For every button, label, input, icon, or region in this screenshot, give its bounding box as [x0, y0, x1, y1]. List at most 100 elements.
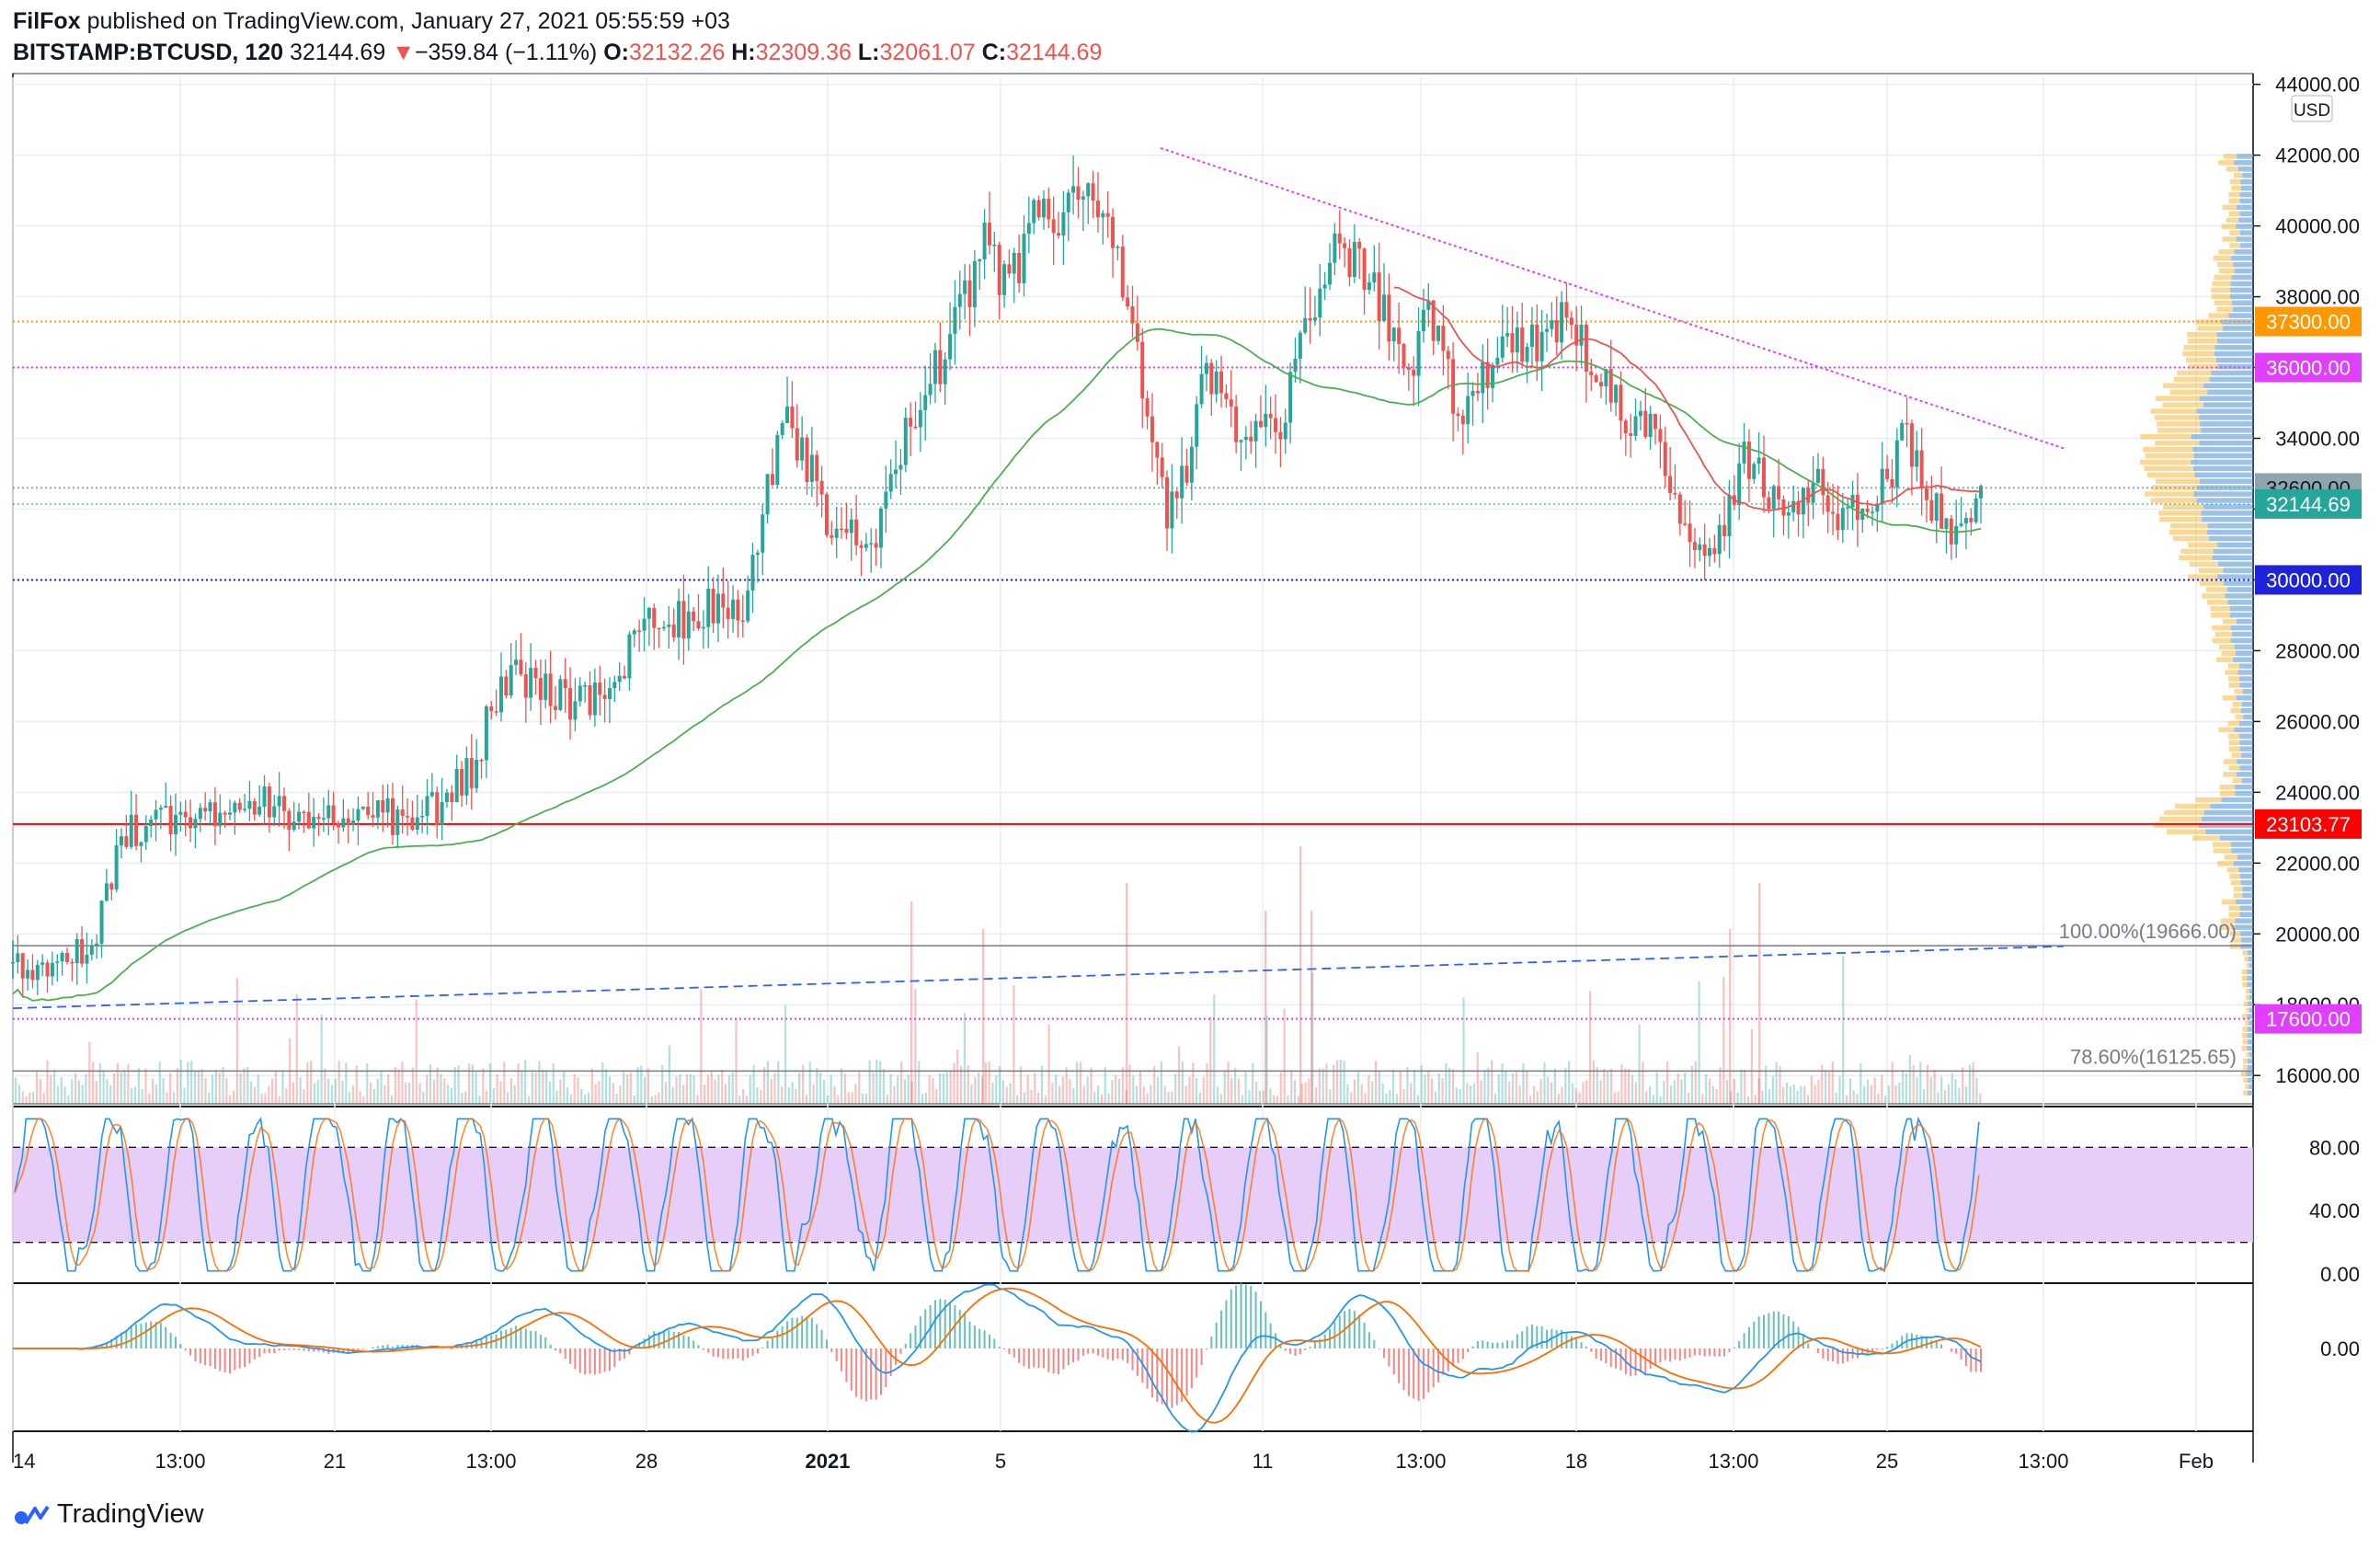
publisher-name[interactable]: FilFox	[13, 8, 81, 34]
candle-body	[1036, 200, 1041, 218]
volume-bar	[1420, 1064, 1423, 1104]
candle-body	[790, 406, 795, 429]
volume-bar	[1814, 1084, 1816, 1104]
macd-histogram-bar	[1467, 1348, 1470, 1352]
tradingview-footer[interactable]: TradingView	[13, 1499, 204, 1530]
candle-body	[1569, 317, 1573, 326]
candle-body	[1777, 486, 1781, 499]
volume-profile-bar	[2191, 433, 2253, 440]
volume-bar	[1451, 1069, 1455, 1104]
candle-body	[1253, 420, 1258, 442]
volume-bar	[218, 1073, 221, 1104]
volume-bar	[625, 1074, 629, 1104]
volume-bar	[710, 1071, 713, 1104]
volume-bar	[1206, 1062, 1208, 1104]
volume-profile-bar	[2241, 701, 2253, 707]
volume-bar	[1715, 1089, 1718, 1104]
candle-body	[805, 437, 809, 483]
candle-body	[233, 802, 237, 813]
candle-body	[888, 474, 893, 492]
volume-bar	[1729, 1091, 1733, 1104]
candle-body	[326, 805, 331, 819]
candle-body	[824, 494, 829, 535]
volume-spike-bar	[1299, 846, 1302, 1104]
volume-profile-bar	[2219, 924, 2235, 930]
macd-histogram-bar	[1688, 1348, 1691, 1358]
volume-profile-bar	[2192, 446, 2253, 453]
macd-histogram-bar	[1102, 1348, 1104, 1358]
macd-histogram-bar	[1974, 1348, 1977, 1372]
volume-profile-bar	[2229, 931, 2241, 936]
candle-body	[1939, 493, 1944, 529]
macd-histogram-bar	[1530, 1324, 1533, 1348]
macd-histogram-bar	[647, 1335, 650, 1348]
volume-profile-bar	[2233, 861, 2253, 866]
macd-histogram-bar	[1920, 1335, 1923, 1348]
macd-histogram-bar	[1506, 1340, 1509, 1348]
volume-bar	[1367, 1074, 1370, 1104]
macd-histogram-bar	[1131, 1348, 1134, 1371]
volume-bar	[1529, 1096, 1532, 1104]
volume-profile-bar	[2231, 274, 2253, 281]
stoch-k-line	[14, 1116, 1980, 1273]
candle-body	[435, 792, 440, 826]
volume-bar	[1234, 1068, 1237, 1104]
symbol-label[interactable]: BITSTAMP:BTCUSD, 120	[13, 40, 284, 65]
macd-histogram-bar	[988, 1334, 990, 1348]
macd-histogram-bar	[801, 1315, 804, 1348]
macd-histogram-bar	[1181, 1348, 1184, 1402]
volume-bar	[450, 1087, 453, 1104]
volume-bar	[1472, 1083, 1476, 1104]
volume-bar	[612, 1083, 614, 1104]
volume-profile-bar	[2239, 746, 2253, 752]
volume-profile-bar	[2239, 765, 2253, 771]
candle-body	[1880, 468, 1884, 505]
volume-profile-bar	[2248, 1084, 2253, 1090]
volume-bar	[903, 1079, 907, 1104]
macd-histogram-bar	[509, 1327, 512, 1348]
volume-bar	[644, 1076, 646, 1104]
volume-bar	[270, 1078, 274, 1104]
volume-bar	[67, 1095, 70, 1104]
candle-body	[623, 675, 627, 679]
volume-bar	[1617, 1091, 1619, 1104]
volume-profile-bar	[2229, 612, 2253, 618]
candle-body	[637, 630, 642, 632]
candle-body	[469, 758, 474, 788]
macd-histogram-bar	[1871, 1348, 1874, 1352]
volume-bar	[1076, 1061, 1079, 1104]
volume-bar	[1887, 1085, 1891, 1104]
volume-profile-bar	[2243, 1001, 2248, 1006]
volume-profile-bar	[2221, 319, 2253, 325]
macd-histogram-bar	[1215, 1322, 1218, 1348]
volume-bar	[749, 1075, 751, 1104]
macd-histogram-bar	[593, 1348, 596, 1375]
volume-profile-bar	[2193, 453, 2253, 459]
candle-body	[1337, 233, 1342, 244]
low-value: 32061.07	[879, 40, 976, 65]
candle-body	[1022, 234, 1026, 283]
volume-bar	[1392, 1069, 1395, 1104]
chart-canvas[interactable]: 14 13:00 21 13:00 28 2021 5 11 13:00 18 13:00 25 13:…	[0, 0, 2380, 1499]
volume-bar	[208, 1092, 211, 1104]
candle-body	[1298, 332, 1302, 359]
volume-profile-bar	[2145, 491, 2194, 497]
volume-bar	[299, 1077, 302, 1104]
macd-histogram-bar	[1802, 1334, 1804, 1348]
candle-body	[1491, 364, 1495, 388]
candle-body	[1057, 233, 1061, 236]
macd-histogram-bar	[1590, 1348, 1593, 1352]
volume-bar	[1553, 1068, 1556, 1104]
volume-profile-bar	[2240, 178, 2253, 185]
macd-histogram-bar	[741, 1348, 744, 1361]
volume-bar	[1381, 1083, 1384, 1104]
volume-bar	[436, 1067, 439, 1104]
macd-signal-line	[13, 1287, 1982, 1424]
level-tag-label: 36000.00	[2266, 357, 2351, 380]
candle-body	[667, 625, 671, 627]
candle-body	[533, 668, 538, 679]
y-tick-label: 16000.00	[2275, 1064, 2360, 1087]
candle-body	[410, 817, 415, 830]
volume-bar	[1181, 1061, 1184, 1104]
macd-histogram-bar	[1452, 1348, 1455, 1367]
